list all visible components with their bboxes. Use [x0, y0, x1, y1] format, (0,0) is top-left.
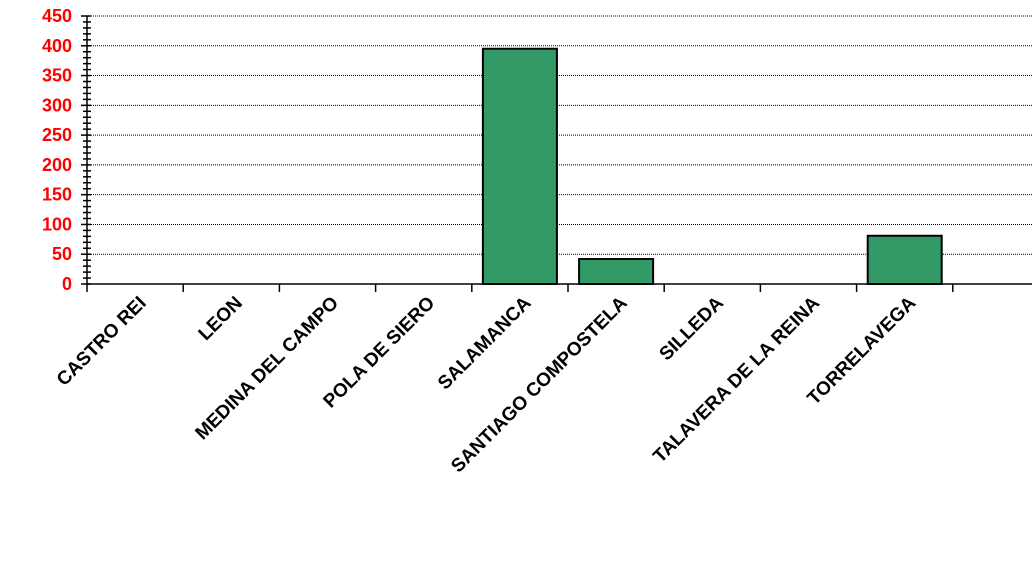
y-tick-label: 100	[42, 214, 72, 234]
bars	[481, 47, 943, 285]
x-tick-label: TALAVERA DE LA REINA	[649, 292, 824, 467]
bar-salamanca	[481, 47, 558, 285]
gridlines	[87, 15, 1032, 255]
y-tick-label: 150	[42, 185, 72, 205]
y-tick-label: 200	[42, 155, 72, 175]
x-tick-label: SILLEDA	[656, 292, 729, 365]
bar-santiago-compostela	[578, 257, 655, 285]
x-tick-label: SALAMANCA	[434, 292, 536, 394]
y-tick-label: 350	[42, 66, 72, 86]
y-tick-label: 250	[42, 125, 72, 145]
y-tick-labels: 0 50 100 150 200 250 300 350 400 450	[42, 6, 72, 294]
axes	[81, 15, 1032, 292]
y-tick-label: 400	[42, 36, 72, 56]
x-tick-label: CASTRO REI	[53, 293, 151, 391]
y-tick-label: 300	[42, 95, 72, 115]
y-tick-label: 450	[42, 6, 72, 26]
x-tick-label: SANTIAGO COMPOSTELA	[447, 292, 631, 476]
y-tick-label: 0	[62, 274, 72, 294]
y-tick-label: 50	[52, 244, 72, 264]
bar-torrelavega	[866, 234, 943, 285]
x-tick-label: LEON	[195, 293, 247, 345]
